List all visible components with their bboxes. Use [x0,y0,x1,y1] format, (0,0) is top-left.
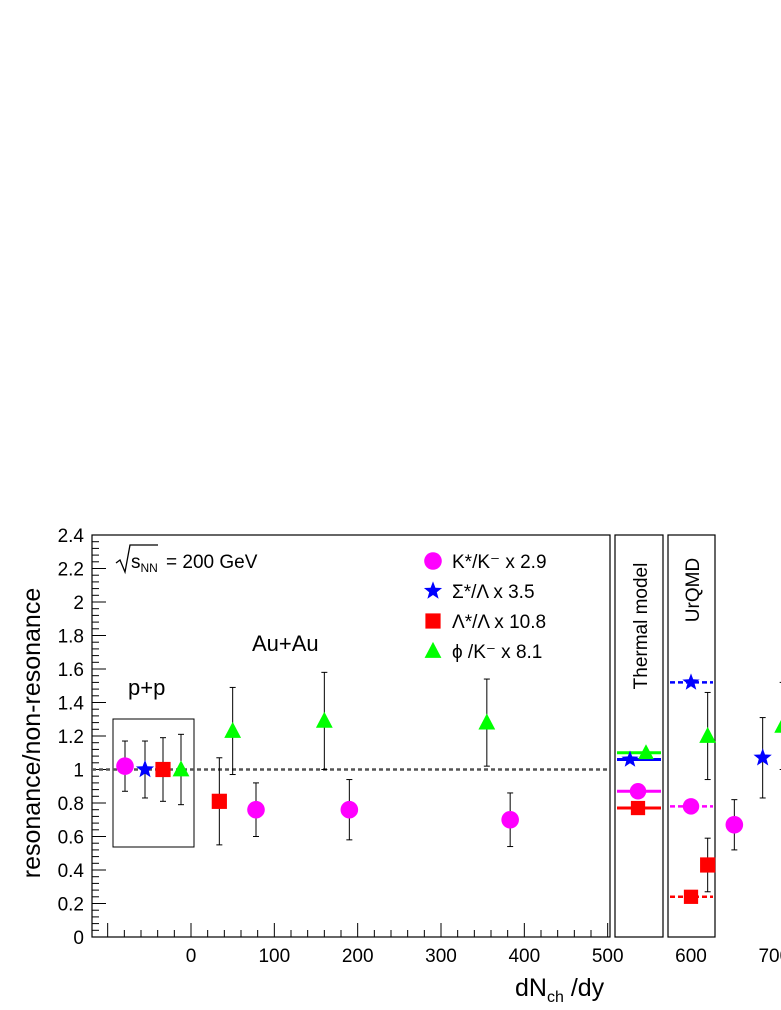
x-tick-label: 500 [592,946,624,967]
auau-label: Au+Au [252,631,319,656]
legend-label-circle: K*/K⁻ x 2.9 [452,552,547,573]
y-tick-label: 0.6 [58,828,84,849]
legend-marker-triangle [424,641,442,658]
auau-point-circle [247,800,265,819]
thermal-point-circle [629,783,647,800]
thermal-point-square [630,800,646,816]
legend-marker-square [425,613,441,629]
y-tick-label: 0.8 [58,794,84,815]
y-tick-label: 1.6 [58,660,84,681]
x-tick-label: 700 [758,946,781,967]
x-axis-label-tail: /dy [564,974,605,1002]
axis-ticks: 0 0.2 0.4 0.6 0.8 1 1.2 1.4 1.6 1.8 2 2.2 2.4 0 100 200… [58,526,781,967]
sqrt-symbol [115,544,158,575]
energy-sub: NN [141,561,158,575]
pp-label: p+p [128,675,165,700]
auau-point-circle [501,810,519,829]
x-tick-label: 200 [342,946,374,967]
x-tick-label: 400 [508,946,540,967]
auau-point-star [753,748,772,766]
urqmd-point-circle [682,798,700,815]
y-tick-label: 2.2 [58,560,84,581]
y-tick-label: 1.2 [58,727,84,748]
x-tick-label: 0 [186,946,197,967]
x-tick-label: 600 [675,946,707,967]
thermal-point-triangle [638,744,654,760]
auau-point-triangle [774,719,781,733]
y-tick-label: 1.4 [58,694,85,715]
thermal-model-panel [614,534,664,938]
auau-point-triangle [315,711,333,728]
plot-frames [91,534,716,938]
energy-annotation: sNN = 200 GeV [115,544,258,575]
thermal-point-star [621,750,639,767]
urqmd-label: UrQMD [683,558,704,622]
auau-point-triangle [478,713,496,730]
x-tick-label: 300 [425,946,457,967]
energy-label: = 200 GeV [166,552,258,573]
auau-point-circle [340,800,359,819]
legend-marker-circle [424,552,442,570]
svg-text:sNN: sNN [131,552,158,575]
pp-point-triangle [172,760,190,777]
x-axis-label-main: dN [515,974,547,1002]
auau-point-circle [725,815,744,834]
x-axis-label-sub: ch [547,989,564,1006]
y-axis-label: resonance/non-resonance [18,588,46,878]
urqmd-point-square [683,889,699,904]
pp-point-square [155,761,171,778]
x-tick-label: 100 [258,946,290,967]
error-bars [122,671,781,893]
y-tick-label: 1.8 [58,627,84,648]
pp-point-star [135,759,155,778]
y-tick-label: 2.4 [58,526,85,547]
reference-line-group [92,681,713,899]
data-markers [116,552,781,904]
pp-box [112,718,195,848]
legend-label-star: Σ*/Λ x 3.5 [452,582,535,603]
pp-point-circle [116,757,134,775]
x-axis-label: dNch /dy [515,974,605,1006]
legend: K*/K⁻ x 2.9 Σ*/Λ x 3.5 Λ*/Λ x 10.8 ϕ /K⁻ x … [452,552,547,663]
y-tick-label: 0.4 [58,861,85,882]
auau-point-square [700,857,716,873]
auau-point-square [211,793,227,809]
y-tick-label: 0 [73,928,84,949]
urqmd-panel [667,534,716,938]
legend-label-triangle: ϕ /K⁻ x 8.1 [452,642,542,663]
y-tick-label: 2 [73,593,84,614]
energy-symbol: s [131,552,141,573]
y-tick-label: 0.2 [58,895,84,916]
thermal-model-label: Thermal model [631,563,652,690]
urqmd-point-star [682,673,700,690]
auau-point-triangle [224,721,242,738]
auau-point-triangle [699,726,717,743]
legend-marker-star [423,581,443,599]
y-tick-label: 1 [73,761,84,782]
legend-label-square: Λ*/Λ x 10.8 [452,612,546,633]
